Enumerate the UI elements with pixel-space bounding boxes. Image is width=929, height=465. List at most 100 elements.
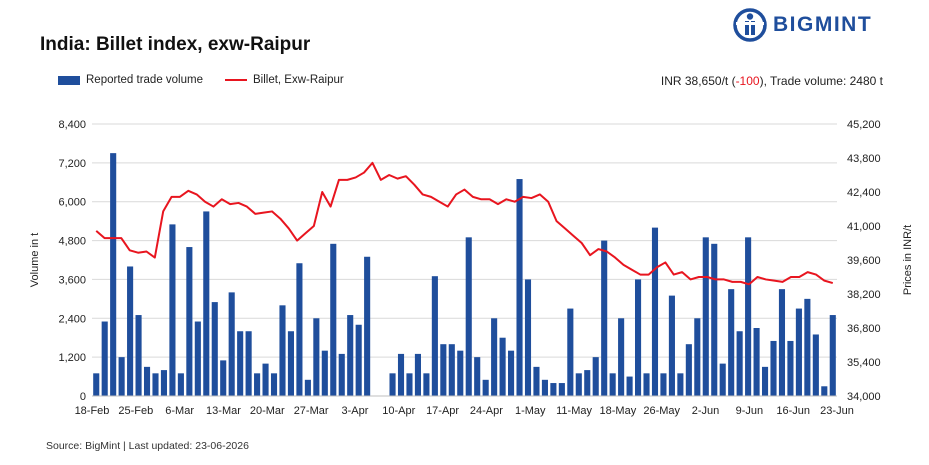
volume-bar (668, 295, 675, 396)
volume-bar (761, 366, 769, 396)
volume-bar (364, 256, 371, 396)
volume-bar (787, 340, 794, 396)
volume-bar (685, 344, 692, 396)
source-note: Source: BigMint | Last updated: 23-06-20… (46, 440, 249, 452)
y2-tick-label: 41,000 (847, 221, 881, 233)
volume-bar (330, 243, 337, 396)
volume-bar (347, 315, 354, 396)
volume-bar (160, 370, 168, 396)
y2-tick-label: 36,800 (847, 323, 881, 335)
x-tick-label: 20-Mar (250, 405, 285, 417)
bigmint-logo-icon (733, 8, 767, 42)
volume-bar (482, 379, 489, 396)
y2-tick-label: 35,400 (847, 357, 881, 369)
x-tick-label: 6-Mar (165, 405, 194, 417)
volume-bar (491, 318, 498, 396)
volume-bar (203, 211, 210, 396)
x-tick-label: 18-Feb (75, 405, 110, 417)
volume-bar (508, 350, 515, 396)
y-tick-label: 1,200 (58, 352, 86, 364)
volume-bar (770, 340, 777, 396)
volume-bar (423, 373, 430, 396)
volume-bar (524, 279, 532, 396)
volume-bar (567, 308, 574, 396)
x-tick-label: 1-May (515, 405, 546, 417)
volume-bar (389, 373, 396, 396)
volume-bar (745, 237, 752, 396)
y-axis-title: Volume in t (29, 233, 41, 287)
volume-bar (821, 386, 828, 396)
summary-prefix: INR 38,650/t ( (660, 74, 736, 88)
volume-bar (135, 315, 142, 396)
y2-tick-label: 42,400 (847, 187, 881, 199)
x-tick-label: 2-Jun (692, 405, 720, 417)
y-tick-label: 0 (80, 391, 86, 403)
volume-bar (812, 334, 819, 396)
volume-bar (406, 373, 413, 396)
volume-bar (304, 379, 311, 396)
y-tick-label: 7,200 (58, 158, 86, 170)
legend-item-volume: Reported trade volume (58, 74, 203, 86)
volume-bar (651, 227, 659, 396)
x-tick-label: 25-Feb (118, 405, 153, 417)
volume-bar (694, 318, 701, 396)
y2-tick-label: 39,600 (847, 255, 881, 267)
legend-label-price: Billet, Exw-Raipur (252, 74, 344, 86)
volume-bar (635, 279, 642, 396)
volume-bar (397, 353, 405, 396)
x-tick-label: 24-Apr (470, 405, 503, 417)
volume-bar (601, 240, 608, 396)
volume-bar (211, 302, 218, 396)
volume-bar (101, 321, 108, 396)
y-tick-label: 6,000 (58, 197, 86, 209)
volume-bar (465, 237, 472, 396)
volume-bar (474, 357, 481, 396)
x-tick-label: 27-Mar (294, 405, 329, 417)
chart-legend: Reported trade volume Billet, Exw-Raipur (58, 74, 366, 86)
brand-logo[interactable]: BIGMINT (733, 8, 872, 42)
y-tick-label: 3,600 (58, 274, 86, 286)
volume-bar (728, 289, 735, 396)
x-tick-label: 23-Jun (820, 405, 854, 417)
volume-bar (338, 353, 345, 396)
x-tick-label: 18-May (600, 405, 637, 417)
volume-bar (516, 179, 523, 396)
x-tick-label: 10-Apr (382, 405, 415, 417)
volume-bar (550, 383, 557, 396)
volume-bar (270, 373, 278, 396)
volume-bar (558, 383, 565, 396)
volume-bar (626, 376, 633, 396)
volume-bar (177, 373, 184, 396)
x-tick-label: 9-Jun (736, 405, 764, 417)
volume-bar (660, 373, 667, 396)
y2-tick-label: 38,200 (847, 289, 881, 301)
y2-tick-label: 34,000 (847, 391, 881, 403)
volume-bar (702, 237, 709, 396)
volume-bar (533, 366, 540, 396)
legend-item-price: Billet, Exw-Raipur (224, 74, 344, 86)
volume-bar (228, 292, 235, 396)
volume-bar (719, 363, 726, 396)
volume-bar (609, 373, 616, 396)
x-tick-label: 11-May (556, 405, 592, 417)
volume-bar (584, 370, 591, 396)
y2-axis-title: Prices in INR/t (902, 225, 914, 295)
volume-bar (262, 363, 269, 396)
volume-bar (93, 373, 100, 396)
volume-bar (245, 331, 252, 396)
volume-bar (118, 357, 125, 396)
volume-bar (414, 353, 421, 396)
volume-bar (254, 373, 261, 396)
volume-bar (753, 328, 760, 396)
volume-bar (143, 366, 151, 396)
volume-bar (279, 305, 286, 396)
legend-label-volume: Reported trade volume (86, 74, 203, 86)
brand-name: BIGMINT (773, 13, 873, 36)
volume-bar (321, 350, 328, 396)
volume-bar (355, 324, 362, 396)
volume-bar (499, 337, 506, 396)
chart-title: India: Billet index, exw-Raipur (40, 34, 311, 55)
volume-bar (778, 289, 786, 396)
volume-bar (440, 344, 447, 396)
volume-bar (313, 318, 320, 396)
